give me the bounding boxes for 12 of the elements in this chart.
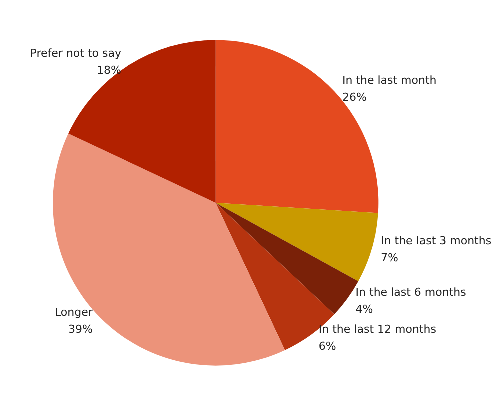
slice-label: In the last 12 months [318, 322, 437, 336]
data-label: 4% [356, 303, 374, 316]
slice-label: Prefer not to say [30, 47, 122, 60]
slice-label: Longer [54, 306, 94, 319]
data-label: 39% [68, 322, 93, 336]
slice-label: In the last 6 months [356, 286, 467, 300]
data-label: 26% [342, 90, 367, 104]
data-label: 7% [381, 252, 398, 265]
data-label: 18% [97, 64, 122, 78]
data-label: 6% [318, 340, 336, 353]
slice-label: In the last 3 months [381, 234, 492, 248]
slice-label: In the last month [342, 74, 437, 87]
